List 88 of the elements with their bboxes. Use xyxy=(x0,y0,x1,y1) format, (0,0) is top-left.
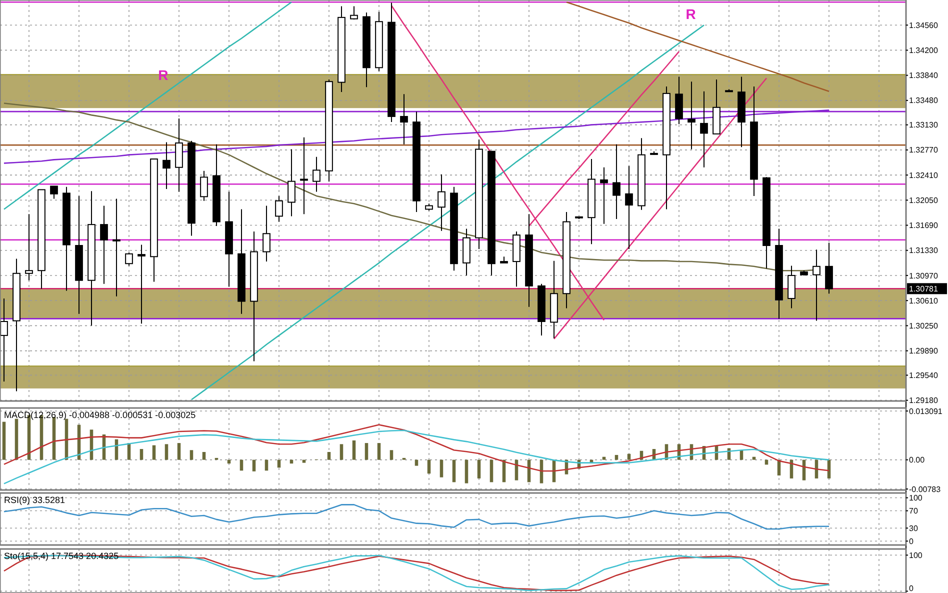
annotation: R xyxy=(686,6,696,22)
bar xyxy=(452,460,456,482)
y-tick-label: 1.29180 xyxy=(909,396,938,406)
bar xyxy=(252,460,256,472)
candlestick xyxy=(700,90,708,168)
y-tick-label: 1.32050 xyxy=(909,196,938,205)
y-tick-label: 1.32410 xyxy=(909,170,938,180)
bar xyxy=(2,422,6,460)
candlestick xyxy=(812,249,820,322)
bar xyxy=(414,460,418,466)
y-tick-label: 0 xyxy=(909,584,914,593)
line-series xyxy=(566,1,830,92)
bar xyxy=(190,450,194,460)
candlestick xyxy=(138,244,146,324)
bar xyxy=(164,444,168,460)
bar xyxy=(364,443,368,460)
y-tick-label: 100 xyxy=(909,550,923,560)
candlestick xyxy=(112,198,120,297)
bar xyxy=(327,452,331,460)
ref-line-label: 1.30781 xyxy=(909,284,938,294)
candlestick xyxy=(50,186,58,200)
bar xyxy=(477,460,481,478)
candlestick xyxy=(600,166,608,224)
bar xyxy=(602,456,606,460)
chart-title: MACD(12,26,9) -0.004988 -0.000531 -0.003025 xyxy=(4,410,196,420)
candlestick xyxy=(262,205,270,262)
bar xyxy=(152,445,156,460)
candlestick xyxy=(162,142,170,190)
candlestick xyxy=(825,242,833,294)
bar xyxy=(390,450,394,460)
candlestick xyxy=(350,6,358,20)
candlestick xyxy=(288,148,296,217)
line-series xyxy=(3,424,830,472)
y-tick-label: -0.00783 xyxy=(909,484,942,494)
bar xyxy=(627,454,631,460)
candlestick xyxy=(612,144,620,220)
y-tick-label: 1.29890 xyxy=(909,346,938,356)
candlestick xyxy=(400,94,408,145)
y-tick-label: 1.31690 xyxy=(909,221,938,230)
y-tick-label: 70 xyxy=(909,506,918,516)
bar xyxy=(440,460,444,478)
candlestick xyxy=(275,195,283,222)
candlestick xyxy=(625,165,633,250)
candlestick xyxy=(438,174,446,232)
y-tick-label: 1.32770 xyxy=(909,146,938,155)
bar xyxy=(464,460,468,484)
y-tick-label: 100 xyxy=(909,494,923,503)
candlestick xyxy=(0,298,8,382)
line-series xyxy=(3,110,830,164)
y-tick-label: 1.34560 xyxy=(909,20,938,30)
line-series xyxy=(3,554,830,592)
line-series xyxy=(3,504,830,530)
y-tick-label: 1.33130 xyxy=(909,120,938,130)
y-tick-label: 1.33480 xyxy=(909,96,938,106)
bar xyxy=(614,454,618,460)
y-tick-label: 1.30970 xyxy=(909,271,938,280)
line-series xyxy=(3,430,830,484)
y-tick-label: 1.33840 xyxy=(909,71,938,80)
bar xyxy=(352,440,356,460)
chart-title: RSI(9) 33.5281 xyxy=(4,495,66,505)
bar xyxy=(340,444,344,460)
bar xyxy=(427,460,431,474)
y-tick-label: 1.29540 xyxy=(909,370,938,380)
bar xyxy=(302,460,306,463)
candlestick xyxy=(300,136,308,215)
bar xyxy=(140,449,144,460)
y-tick-label: 30 xyxy=(909,524,918,533)
candlestick xyxy=(25,214,33,281)
bar xyxy=(490,460,494,482)
candlestick xyxy=(100,205,108,284)
y-tick-label: 1.34200 xyxy=(909,46,938,56)
candlestick xyxy=(312,156,320,192)
y-tick-label: 0.00 xyxy=(909,456,926,465)
bar xyxy=(377,443,381,460)
y-tick-label: 0.013091 xyxy=(909,406,943,416)
candlestick xyxy=(200,170,208,202)
y-tick-label: 1.30250 xyxy=(909,321,938,330)
line-series xyxy=(190,24,705,400)
candlestick xyxy=(688,81,696,150)
bar xyxy=(177,443,181,460)
bar xyxy=(202,452,206,460)
candlestick xyxy=(125,252,133,266)
y-tick-label: 0 xyxy=(909,536,914,546)
line-series xyxy=(3,1,292,210)
y-tick-label: 1.30610 xyxy=(909,296,938,306)
bar xyxy=(752,456,756,460)
candlestick xyxy=(788,265,796,309)
y-tick-label: 1.31330 xyxy=(909,246,938,256)
